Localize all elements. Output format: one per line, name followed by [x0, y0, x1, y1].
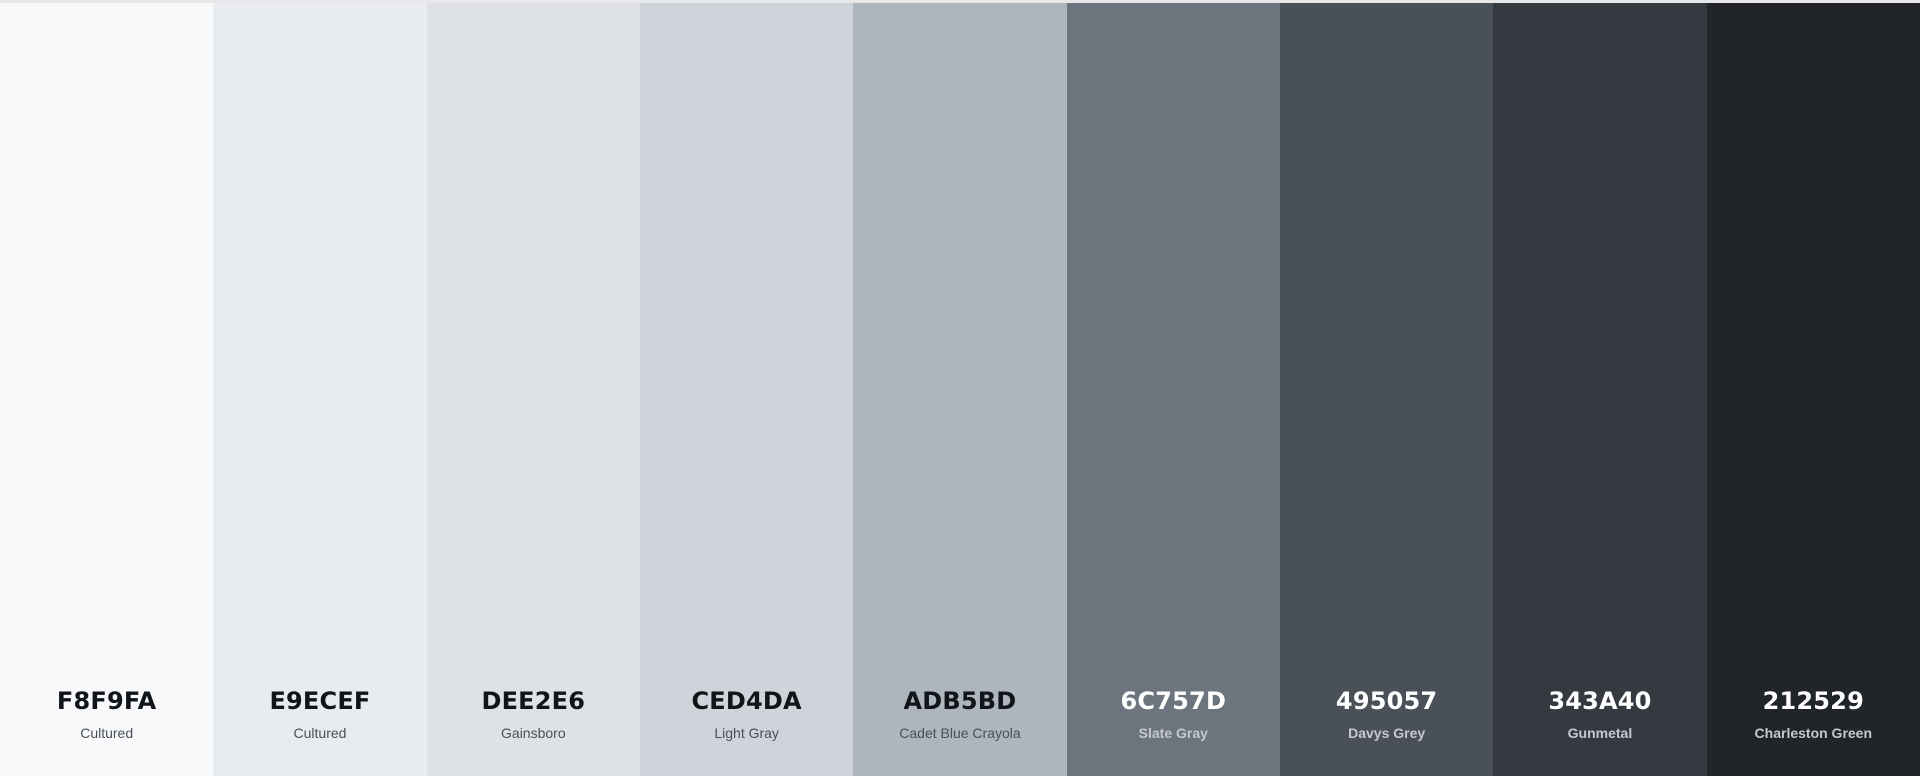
swatch-hex-code[interactable]: CED4DA — [691, 687, 802, 715]
color-swatch-6[interactable]: 6C757D Slate Gray — [1066, 3, 1280, 776]
swatch-info: 495057 Davys Grey — [1280, 687, 1493, 741]
swatch-hex-code[interactable]: F8F9FA — [56, 687, 157, 715]
swatch-hex-code[interactable]: 212529 — [1762, 687, 1864, 715]
swatch-color-name: Light Gray — [714, 725, 779, 741]
swatch-hex-code[interactable]: DEE2E6 — [481, 687, 586, 715]
swatch-info: CED4DA Light Gray — [640, 687, 853, 741]
color-swatch-5[interactable]: ADB5BD Cadet Blue Crayola — [853, 3, 1067, 776]
color-swatch-2[interactable]: E9ECEF Cultured — [213, 3, 427, 776]
swatch-info: 6C757D Slate Gray — [1067, 687, 1280, 741]
swatch-color-name: Charleston Green — [1754, 725, 1873, 741]
swatch-color-name: Cultured — [80, 725, 134, 741]
color-swatch-7[interactable]: 495057 Davys Grey — [1279, 3, 1494, 776]
swatch-hex-code[interactable]: 6C757D — [1120, 687, 1227, 715]
swatch-info: F8F9FA Cultured — [0, 687, 213, 741]
color-swatch-8[interactable]: 343A40 Gunmetal — [1493, 3, 1707, 776]
swatch-info: DEE2E6 Gainsboro — [427, 687, 640, 741]
swatch-hex-code[interactable]: E9ECEF — [269, 687, 371, 715]
swatch-info: 343A40 Gunmetal — [1493, 687, 1706, 741]
color-swatch-3[interactable]: DEE2E6 Gainsboro — [426, 3, 640, 776]
swatch-color-name: Davys Grey — [1348, 725, 1426, 741]
swatch-info: ADB5BD Cadet Blue Crayola — [853, 687, 1066, 741]
color-swatch-1[interactable]: F8F9FA Cultured — [0, 3, 214, 776]
swatch-color-name: Gainsboro — [501, 725, 566, 741]
color-swatch-4[interactable]: CED4DA Light Gray — [639, 3, 854, 776]
swatch-hex-code[interactable]: 495057 — [1335, 687, 1438, 715]
swatch-color-name: Cadet Blue Crayola — [899, 725, 1021, 741]
swatch-info: 212529 Charleston Green — [1707, 687, 1920, 741]
swatch-color-name: Gunmetal — [1567, 725, 1633, 741]
color-palette: F8F9FA Cultured E9ECEF Cultured DEE2E6 G… — [0, 3, 1920, 776]
top-border — [0, 0, 1920, 3]
swatch-color-name: Slate Gray — [1138, 725, 1208, 741]
swatch-hex-code[interactable]: ADB5BD — [903, 687, 1017, 715]
swatch-hex-code[interactable]: 343A40 — [1548, 687, 1652, 715]
swatch-color-name: Cultured — [293, 725, 347, 741]
swatch-info: E9ECEF Cultured — [213, 687, 426, 741]
color-swatch-9[interactable]: 212529 Charleston Green — [1706, 3, 1920, 776]
